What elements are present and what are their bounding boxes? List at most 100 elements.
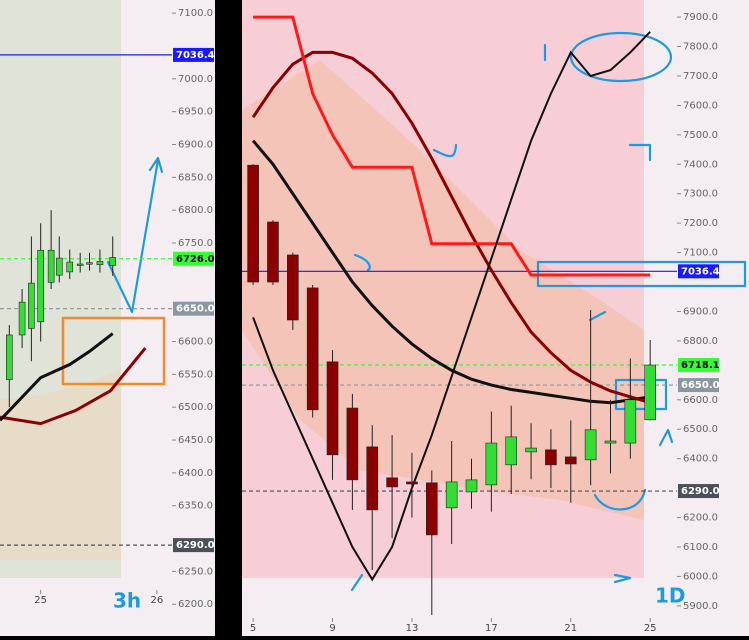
candle-body (644, 364, 656, 421)
price-label-bg (173, 47, 214, 62)
candle-body (109, 257, 117, 266)
blue-box-2 (614, 378, 668, 411)
y-tick-label: 6450.0 (178, 435, 213, 446)
indicator-line (0, 332, 114, 422)
blue-arrow-left (106, 156, 164, 314)
y-tick-label: 6400.0 (683, 454, 718, 465)
y-tick-label: 6900.0 (178, 139, 213, 150)
candle-body (55, 257, 63, 276)
candle-body (445, 481, 458, 509)
y-tick-label: 7500.0 (683, 130, 718, 141)
candle-body (86, 262, 93, 265)
candle-body (584, 429, 597, 461)
price-label-bg (173, 251, 214, 266)
indicator-line (0, 347, 147, 426)
candle-body (76, 263, 84, 266)
price-label: 6718.1 (681, 360, 720, 371)
right-cloud (242, 60, 644, 520)
left-cloud (0, 370, 121, 560)
y-tick-label: 7700.0 (683, 71, 718, 82)
price-label-bg (678, 378, 719, 393)
y-tick-label: 7000.0 (178, 74, 213, 85)
y-tick-label: 6500.0 (683, 424, 718, 435)
y-tick-label: 6500.0 (178, 402, 213, 413)
indicator-line (253, 15, 651, 277)
candle-body (37, 249, 44, 323)
x-tick-label: 9 (329, 623, 335, 634)
candle-body (5, 334, 13, 380)
candle-body (326, 361, 339, 456)
candle-body (366, 446, 379, 511)
candle-body (505, 436, 518, 466)
candle-body (564, 456, 577, 465)
candle-body (28, 282, 35, 329)
y-tick-label: 7100.0 (683, 248, 718, 259)
candle-body (247, 164, 259, 283)
y-tick-label: 7300.0 (683, 189, 718, 200)
y-tick-label: 6950.0 (178, 107, 213, 118)
candle-body (267, 221, 279, 283)
candle-body (306, 287, 319, 411)
y-tick-label: 7400.0 (683, 159, 718, 170)
y-tick-label: 7600.0 (683, 100, 718, 111)
candle-body (287, 254, 299, 321)
price-label-bg (678, 484, 719, 499)
y-tick-label: 6600.0 (683, 395, 718, 406)
y-tick-label: 7100.0 (178, 8, 213, 19)
candle-body (465, 479, 478, 493)
x-tick-label: 17 (485, 623, 498, 634)
y-tick-label: 7900.0 (683, 12, 718, 23)
price-label: 6650.0 (681, 380, 720, 391)
y-tick-label: 6550.0 (178, 369, 213, 380)
candle-body (386, 477, 398, 488)
orange-box (61, 316, 166, 386)
y-tick-label: 6350.0 (178, 501, 213, 512)
price-label: 6726.0 (176, 254, 215, 265)
y-tick-label: 6900.0 (683, 306, 718, 317)
candle-body (96, 261, 104, 265)
indicator-line (251, 139, 651, 405)
y-tick-label: 6850.0 (178, 172, 213, 183)
candle-body (604, 440, 617, 444)
y-tick-label: 6200.0 (178, 599, 213, 610)
timeframe-label: 3h (113, 589, 141, 613)
y-tick-label: 7200.0 (683, 218, 718, 229)
candle-body (624, 399, 637, 444)
x-tick-label: 26 (151, 595, 164, 606)
price-label-bg (678, 358, 719, 373)
candle-body (406, 481, 418, 485)
price-label: 6290.0 (681, 486, 720, 497)
candle-body (66, 261, 74, 273)
x-tick-label: 25 (644, 623, 657, 634)
candle-body (485, 442, 498, 486)
y-tick-label: 6600.0 (178, 337, 213, 348)
x-tick-label: 25 (34, 595, 47, 606)
y-tick-label: 6000.0 (683, 571, 718, 582)
price-label: 6290.0 (176, 540, 215, 551)
y-tick-label: 5900.0 (683, 601, 718, 612)
price-label: 7036.4 (681, 266, 720, 277)
candle-body (18, 301, 26, 336)
candle-body (346, 407, 359, 481)
y-tick-label: 6200.0 (683, 513, 718, 524)
price-label-bg (173, 301, 214, 316)
x-tick-label: 13 (406, 623, 419, 634)
y-tick-label: 6250.0 (178, 566, 213, 577)
price-label-bg (678, 264, 719, 279)
y-tick-label: 6800.0 (178, 205, 213, 216)
y-tick-label: 6800.0 (683, 336, 718, 347)
y-tick-label: 6750.0 (178, 238, 213, 249)
y-tick-label: 6100.0 (683, 542, 718, 553)
blue-ellipse (569, 31, 673, 83)
timeframe-label: 1D (655, 584, 686, 608)
y-tick-label: 6400.0 (178, 468, 213, 479)
price-label: 6650.0 (176, 304, 215, 315)
x-tick-label: 21 (564, 623, 577, 634)
separator (215, 0, 242, 636)
blue-scribbles (350, 43, 674, 592)
indicator-line (252, 31, 651, 582)
candle-body (525, 447, 537, 453)
candle-body (426, 482, 438, 536)
